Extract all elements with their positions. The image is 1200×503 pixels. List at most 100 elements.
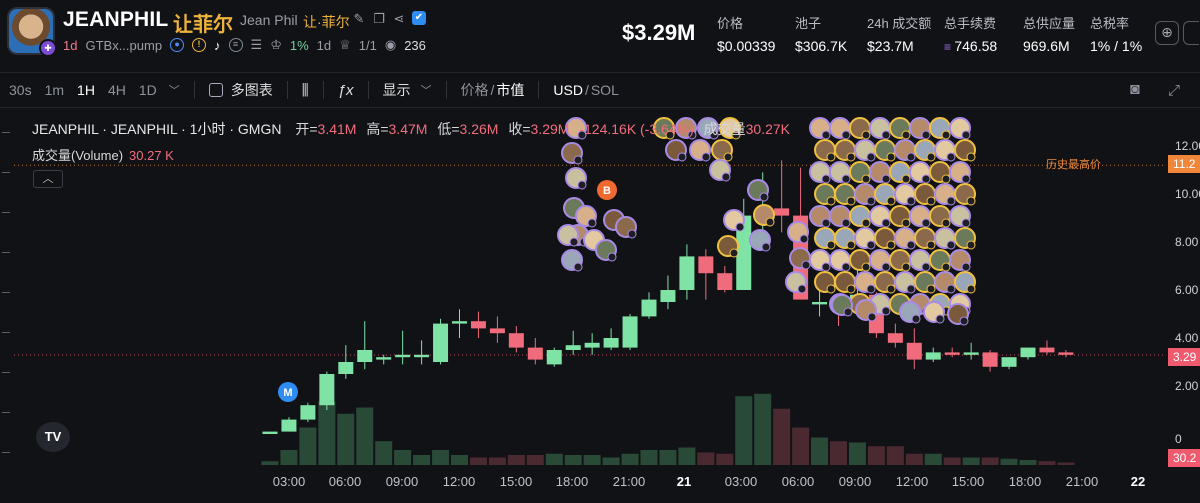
usd-toggle[interactable]: USD (553, 82, 583, 98)
solana-icon: ≡ (944, 40, 955, 54)
timeframe-30s[interactable]: 30s (9, 82, 32, 98)
low-label: 低= (437, 121, 460, 137)
price-toggle[interactable]: 价格 (460, 82, 489, 98)
timeframe-1h[interactable]: 1H (77, 82, 95, 98)
collapse-legend-button[interactable]: ︿ (33, 170, 63, 188)
candle-type-icon[interactable]: ⫼ (301, 81, 309, 99)
more-button[interactable] (1183, 21, 1199, 45)
trader-badge (926, 196, 936, 206)
sol-toggle[interactable]: SOL (590, 82, 619, 98)
volume-bar (678, 447, 696, 465)
volume-bar (337, 413, 355, 465)
trader-badge (841, 174, 851, 184)
edit-icon[interactable]: ✎ (353, 11, 365, 26)
trader-badge (941, 218, 951, 228)
token-avatar[interactable]: ✚ (7, 7, 57, 57)
trader-badge (843, 307, 853, 317)
vol-label: 成交量 (703, 121, 746, 137)
divider (193, 81, 195, 99)
token-header: ✚ JEANPHIL 让菲尔 Jean Phil 让·菲尔 ✎ ❐ ⋖ ✔ 1d… (0, 0, 1200, 72)
add-watch-button[interactable]: ⊕ (1155, 21, 1179, 45)
list-icon[interactable]: ≡ (228, 38, 243, 52)
chat-icon[interactable]: ☰ (250, 37, 263, 52)
volume-legend: 成交量(Volume) 30.27 K (32, 145, 174, 164)
mcap-toggle[interactable]: 市值 (496, 82, 525, 98)
stat-label: 价格 (717, 16, 744, 31)
tiktok-icon[interactable]: ♪ (214, 37, 221, 53)
x-tick-label: 15:00 (952, 474, 985, 489)
volume-bar (299, 427, 317, 465)
tradingview-logo[interactable]: TV (36, 422, 70, 452)
trader-badge (961, 262, 971, 272)
vol-value: 30.27K (745, 121, 791, 137)
trader-badge (761, 242, 771, 252)
stat-label: 总税率 (1090, 16, 1130, 31)
candle-body (982, 352, 998, 367)
volume-bar (488, 457, 506, 465)
trader-badge (921, 174, 931, 184)
x-tick-label: 21:00 (613, 474, 646, 489)
volume-bar (526, 455, 544, 465)
copy-icon[interactable]: ❐ (373, 11, 385, 26)
volume-tag: 30.2 (1168, 449, 1200, 467)
volume-bars (261, 393, 1075, 465)
candle-body (660, 290, 676, 302)
candle-body (1001, 357, 1017, 367)
multi-chart-checkbox[interactable] (208, 83, 223, 97)
slash: / (490, 82, 495, 98)
volume-bar (564, 455, 582, 465)
camera-icon[interactable]: ◙ (1130, 81, 1140, 98)
trader-badge (866, 196, 876, 206)
stat-pool: 池子 $306.7K (795, 13, 847, 54)
volume-bar (867, 446, 885, 465)
trader-badge (587, 218, 597, 228)
multi-chart-label[interactable]: 多图表 (230, 82, 273, 98)
drawing-tools[interactable] (0, 112, 14, 472)
x-tick-label: 12:00 (896, 474, 929, 489)
divider (538, 81, 540, 99)
twitter-icon[interactable]: ✔ (412, 11, 426, 25)
trader-badge (723, 152, 733, 162)
volume-bar (811, 437, 829, 465)
candle-body (414, 354, 430, 358)
chevron-down-icon[interactable]: ﹀ (420, 85, 432, 97)
trader-badge (906, 196, 916, 206)
warning-icon[interactable]: ! (192, 38, 207, 52)
stat-total-fees: 总手续费 ≡ 746.58 (944, 13, 997, 54)
timeframe-1d[interactable]: 1D (138, 82, 157, 98)
token-symbol-cn: 让菲尔 (173, 14, 233, 36)
trade-marker (278, 382, 298, 402)
volume-bar (451, 455, 468, 465)
chevron-down-icon[interactable]: ﹀ (168, 85, 180, 97)
stat-label: 池子 (795, 16, 822, 31)
volume-bar (962, 457, 980, 465)
price-chart[interactable]: 12.00 10.00 8.00 6.00 4.00 2.00 0 03:00 06:00 09… (0, 109, 1200, 503)
trader-badge (961, 130, 971, 140)
trader-badge (846, 196, 856, 206)
fullscreen-icon[interactable]: ⤢ (1168, 81, 1181, 99)
trader-badge (941, 174, 951, 184)
trader-badge (821, 262, 831, 272)
indicators-icon[interactable]: ƒx (337, 81, 354, 99)
user-icon[interactable]: ● (170, 38, 185, 52)
candle-body (489, 328, 505, 334)
chef-icon[interactable]: ♔ (270, 37, 282, 52)
volume-bar (1038, 461, 1056, 465)
volume-bar (1019, 460, 1037, 465)
token-address[interactable]: GTBx...pump (85, 37, 163, 53)
timeframe-4h[interactable]: 4H (107, 82, 126, 98)
share-icon[interactable]: ⋖ (393, 11, 405, 26)
trader-badge (946, 152, 956, 162)
candle-body (527, 347, 543, 360)
trader-badge (861, 174, 871, 184)
trader-badge (861, 130, 871, 140)
y-tick-label: 10.00 (1175, 187, 1200, 201)
timeframe-1m[interactable]: 1m (44, 82, 65, 98)
volume-bar (735, 396, 753, 465)
trader-badge (966, 196, 976, 206)
trader-badge (846, 152, 856, 162)
trader-badge (821, 174, 831, 184)
stat-value-wrap: ≡ 746.58 (944, 38, 997, 54)
display-menu[interactable]: 显示 (382, 82, 411, 98)
views-count: 236 (404, 37, 426, 53)
